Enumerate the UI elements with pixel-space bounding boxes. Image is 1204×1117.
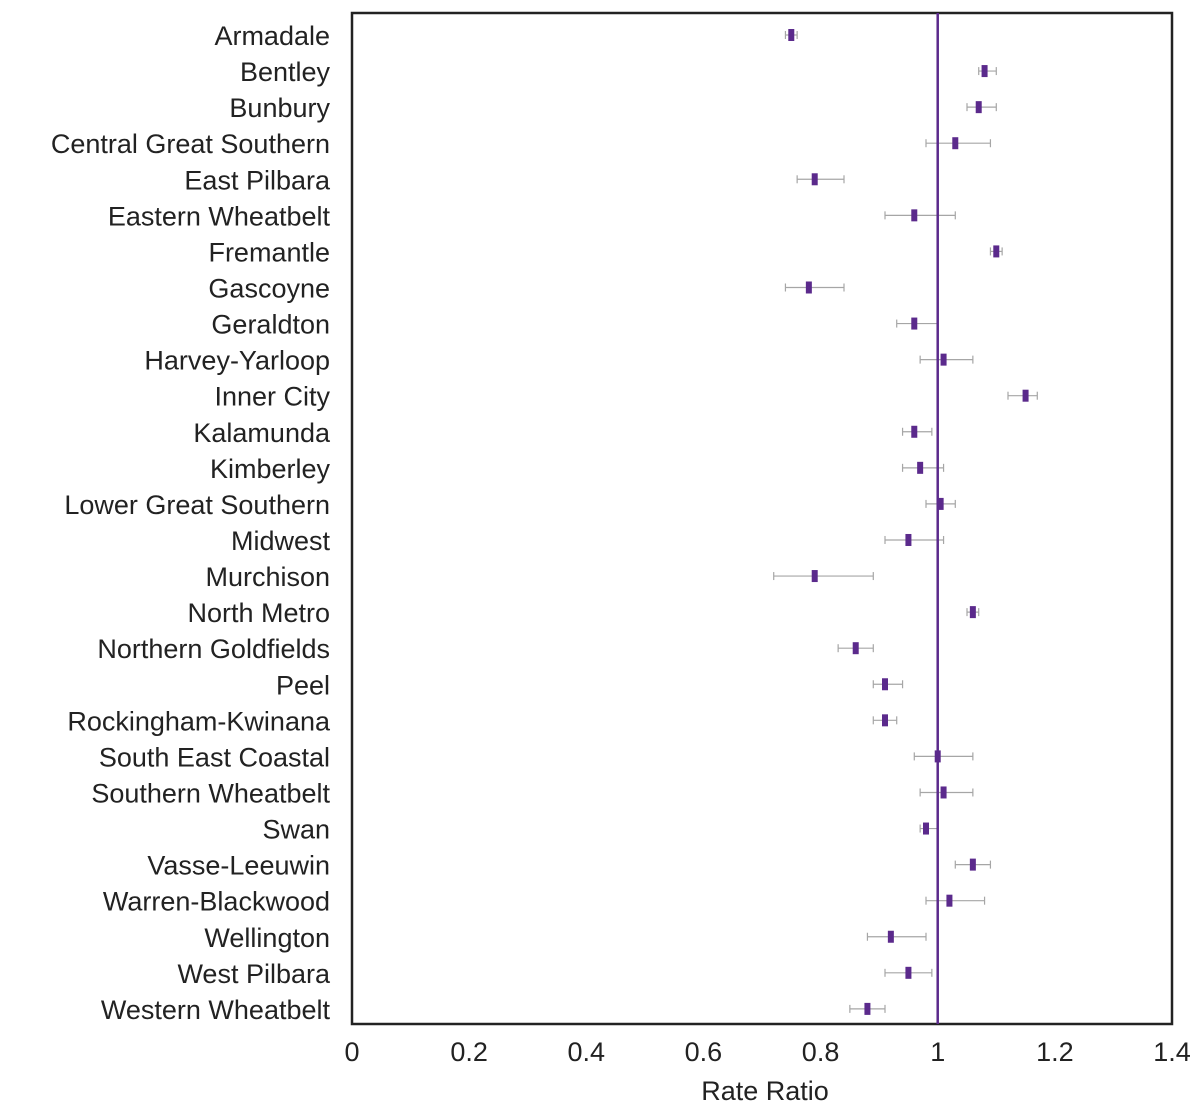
data-point (811, 173, 818, 186)
category-label: West Pilbara (177, 959, 331, 989)
error-bar (796, 175, 845, 184)
data-point (981, 65, 988, 78)
category-label: Warren-Blackwood (103, 887, 330, 917)
x-tick-label: 1.2 (1036, 1037, 1074, 1067)
category-label: Murchison (205, 562, 330, 592)
category-label: Southern Wheatbelt (91, 778, 330, 808)
category-label: North Metro (187, 598, 330, 628)
data-point (905, 533, 912, 546)
data-point (923, 822, 929, 835)
category-label: Geraldton (211, 310, 330, 340)
category-label: Kalamunda (193, 418, 331, 448)
x-tick-label: 1 (930, 1037, 945, 1067)
x-axis-title: Rate Ratio (701, 1076, 829, 1106)
error-bar (884, 211, 956, 220)
data-point (937, 497, 944, 510)
category-label: Harvey-Yarloop (144, 346, 330, 376)
x-tick-label: 1.4 (1153, 1037, 1191, 1067)
data-point (887, 930, 894, 943)
data-point (882, 714, 888, 727)
category-label: Swan (262, 815, 330, 845)
data-point (917, 461, 924, 474)
category-label: Gascoyne (208, 273, 330, 303)
category-label: Bentley (240, 57, 331, 87)
category-label: South East Coastal (99, 742, 330, 772)
data-point (993, 245, 1000, 258)
category-label: Midwest (231, 526, 331, 556)
x-axis-ticks: 0 0.2 0.4 0.6 0.8 1 1.2 1.4 (344, 1037, 1190, 1067)
data-point (911, 425, 918, 438)
category-label: Kimberley (210, 454, 331, 484)
data-point (934, 750, 941, 763)
data-point (911, 317, 918, 330)
error-bar (773, 572, 874, 581)
category-label: Western Wheatbelt (101, 995, 331, 1025)
error-bar (925, 896, 986, 905)
data-point (911, 209, 918, 222)
data-point (975, 101, 982, 114)
category-labels: Armadale Bentley Bunbury Central Great Sout… (51, 21, 331, 1025)
category-label: Bunbury (229, 93, 330, 123)
error-bar (884, 535, 945, 544)
data-point (969, 858, 976, 871)
category-label: Inner City (214, 382, 330, 412)
category-label: Eastern Wheatbelt (108, 201, 331, 231)
data-point (905, 966, 912, 979)
category-label: East Pilbara (184, 165, 331, 195)
data-point (1022, 389, 1029, 402)
data-point (788, 29, 795, 41)
category-label: Vasse-Leeuwin (147, 851, 330, 881)
error-bar (784, 283, 845, 292)
data-point (805, 281, 812, 294)
x-tick-label: 0.8 (802, 1037, 840, 1067)
data-point (940, 786, 947, 799)
data-point (852, 642, 859, 655)
data-point (882, 678, 888, 691)
x-tick-label: 0.4 (568, 1037, 606, 1067)
data-point (952, 137, 959, 150)
x-tick-label: 0.6 (685, 1037, 723, 1067)
data-point (864, 1002, 871, 1015)
x-tick-label: 0 (344, 1037, 359, 1067)
data-point (946, 894, 953, 907)
x-tick-label: 0.2 (450, 1037, 488, 1067)
error-bar (913, 752, 974, 761)
plot-area-frame (350, 11, 1174, 1026)
category-label: Fremantle (208, 237, 330, 267)
category-label: Peel (276, 670, 330, 700)
category-label: Central Great Southern (51, 129, 330, 159)
category-label: Lower Great Southern (64, 490, 330, 520)
category-label: Rockingham-Kwinana (67, 706, 331, 736)
category-label: Wellington (204, 923, 330, 953)
data-point (940, 353, 947, 366)
category-label: Armadale (214, 21, 330, 51)
error-bar (866, 932, 927, 941)
points-layer (788, 29, 1029, 1015)
data-point (811, 570, 818, 583)
data-point (969, 606, 976, 619)
category-label: Northern Goldfields (97, 634, 330, 664)
